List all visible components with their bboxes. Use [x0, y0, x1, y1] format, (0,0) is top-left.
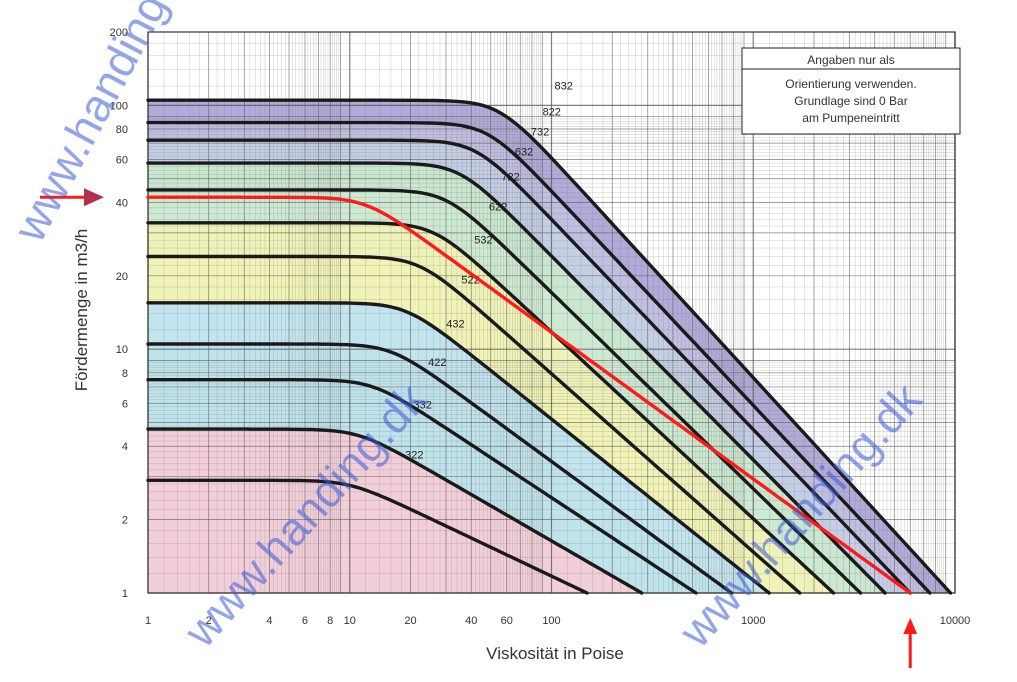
curve-432	[146, 342, 734, 595]
x-tick-label: 6	[302, 615, 308, 627]
curve-622	[146, 221, 836, 595]
curve-322	[146, 478, 589, 595]
curve-label-732: 732	[531, 126, 549, 138]
y-tick-label: 2	[122, 515, 128, 527]
x-tick-label: 8	[327, 615, 333, 627]
curve-632	[146, 161, 887, 595]
curve-label-432: 432	[446, 318, 464, 330]
x-tick-label: 60	[501, 615, 513, 627]
x-axis-title: Viskosität in Poise	[486, 644, 624, 663]
x-tick-label: 1000	[741, 615, 765, 627]
x-tick-label: 10000	[940, 615, 971, 627]
note-line-4: am Pumpeneintritt	[802, 111, 900, 125]
y-tick-label: 8	[122, 368, 128, 380]
y-tick-label: 80	[116, 124, 128, 136]
note-line-3: Grundlage sind 0 Bar	[794, 94, 907, 108]
y-tick-label: 200	[110, 27, 128, 39]
x-tick-label: 1	[145, 615, 151, 627]
curve-832	[146, 98, 953, 595]
y-tick-label: 10	[116, 344, 128, 356]
curve-label-532: 532	[474, 235, 492, 247]
curve-522	[146, 301, 771, 595]
x-tick-label: 2	[206, 615, 212, 627]
arrows-layer	[40, 188, 918, 668]
note-box	[741, 47, 961, 135]
curve-822	[146, 120, 932, 595]
plot-frame	[147, 31, 956, 594]
x-tick-label: 40	[465, 615, 477, 627]
curve-label-622: 622	[489, 201, 507, 213]
curve-label-822: 822	[543, 106, 561, 118]
curve-label-832: 832	[554, 80, 572, 92]
curve-label-422: 422	[428, 357, 446, 369]
x-arrow-head	[903, 618, 918, 634]
grid-layer	[147, 31, 956, 594]
note-line-2: Orientierung verwenden.	[785, 77, 916, 91]
curve-label-632: 632	[515, 147, 533, 159]
y-axis-title: Fördermenge in m3/h	[72, 229, 91, 392]
curve-label-322: 322	[405, 450, 423, 462]
curve-332	[146, 427, 644, 595]
note-line-1: Angaben nur als	[807, 53, 894, 67]
curve-732	[146, 138, 912, 595]
x-tick-label: 10	[344, 615, 356, 627]
curve-label-722: 722	[501, 172, 519, 184]
y-arrow-head	[84, 188, 104, 207]
curve-532	[146, 254, 802, 595]
bands-layer	[148, 100, 951, 594]
ticks-layer: 1 2 4 6 8 10 20 40 60 100 1000 10000 1 2 4 6 8 10 20 40 60 80…	[110, 27, 971, 627]
x-tick-label: 100	[542, 615, 560, 627]
x-tick-label: 20	[404, 615, 416, 627]
curve-label-332: 332	[413, 399, 431, 411]
y-tick-label: 6	[122, 398, 128, 410]
y-tick-label: 1	[122, 588, 128, 600]
highlight-layer	[146, 195, 912, 595]
y-tick-label: 40	[116, 197, 128, 209]
y-tick-label: 20	[116, 271, 128, 283]
y-tick-label: 100	[110, 100, 128, 112]
curves-layer	[146, 98, 953, 595]
x-tick-label: 4	[266, 615, 272, 627]
curve-422	[146, 378, 698, 595]
y-tick-label: 4	[122, 441, 128, 453]
curve-722	[146, 188, 863, 595]
highlight-curve	[146, 195, 912, 595]
y-tick-label: 60	[116, 154, 128, 166]
band-322	[148, 480, 587, 593]
